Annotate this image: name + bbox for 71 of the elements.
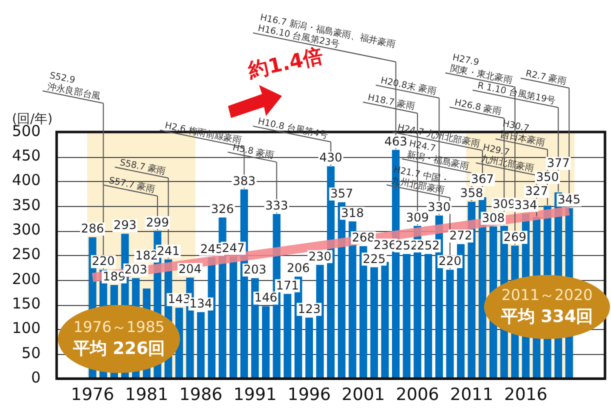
y-tick-label: 0: [31, 368, 41, 386]
text: 約1.4倍: [246, 43, 325, 85]
data-label: 204: [178, 262, 202, 276]
annotation: H10.8 台風第4号: [256, 116, 330, 142]
data-label: 308: [482, 210, 505, 225]
x-tick-label: 2016: [504, 385, 548, 406]
x-tick-label: 1976: [70, 385, 114, 406]
data-label: 299: [146, 215, 169, 230]
data-label: 269: [504, 230, 526, 244]
data-label: 430: [319, 150, 342, 165]
x-tick-label: 1991: [233, 385, 277, 406]
annotation: H5.8 豪雨: [232, 142, 275, 162]
y-tick-label: 150: [12, 294, 41, 313]
data-label: 318: [341, 206, 364, 220]
y-tick-label: 350: [12, 196, 41, 214]
annotation: 2011～2020: [500, 286, 594, 305]
data-label: 225: [362, 252, 386, 266]
data-label: 268: [352, 230, 375, 245]
x-tick-label: 1986: [179, 385, 222, 406]
data-label: 230: [308, 249, 332, 264]
data-label: 252: [416, 238, 440, 252]
annotation: S58.7 豪雨: [118, 157, 167, 178]
data-label: 206: [286, 261, 310, 276]
data-label: 345: [558, 192, 581, 207]
y-tick-label: 200: [12, 270, 41, 288]
y-tick-label: 250: [12, 245, 41, 264]
data-label: 220: [92, 254, 115, 268]
data-label: 286: [81, 222, 104, 236]
data-label: 330: [428, 200, 451, 214]
x-tick-label: 2006: [396, 385, 440, 406]
annotation: H26.8 豪雨: [453, 97, 502, 118]
annotation: 1976～1985: [72, 318, 166, 337]
data-label: 293: [114, 218, 136, 232]
y-tick-label: 300: [12, 220, 41, 239]
x-tick-label: 2011: [450, 385, 494, 406]
data-label: 272: [449, 228, 472, 243]
data-label: 377: [546, 156, 570, 170]
annotation: R2.7 豪雨: [524, 68, 568, 88]
x-tick-label: 1996: [288, 385, 331, 406]
data-label: 220: [438, 254, 462, 268]
data-label: 358: [460, 186, 484, 200]
annotation: 平均 334回: [500, 306, 594, 328]
annotation: H29.7 九州北部豪雨: [480, 143, 535, 174]
data-label: 309: [406, 210, 429, 224]
y-tick-label: 50: [22, 344, 41, 362]
y-tick-label: 400: [12, 171, 41, 190]
data-label: 146: [254, 290, 278, 305]
annotation: S57.7 豪雨: [108, 175, 156, 196]
data-label: 247: [222, 240, 245, 255]
annotation: S52.9 沖永良部台風: [46, 71, 102, 102]
data-label: 327: [525, 184, 548, 198]
data-label: 182: [135, 248, 158, 263]
x-tick-label: 1981: [125, 385, 168, 406]
x-tick-label: 2001: [342, 385, 385, 406]
data-label: 350: [536, 170, 559, 184]
data-label: 463: [384, 134, 408, 148]
data-label: 203: [244, 262, 266, 277]
data-label: 357: [330, 186, 354, 201]
annotation: 平均 226回: [72, 338, 166, 360]
data-label: 241: [156, 244, 180, 258]
data-label: 171: [276, 278, 299, 292]
data-label: 326: [211, 202, 234, 216]
data-label: 334: [514, 198, 538, 212]
data-label: 333: [265, 198, 288, 212]
data-label: 203: [124, 262, 148, 277]
y-tick-label: 450: [12, 146, 41, 165]
data-label: 134: [189, 296, 212, 311]
data-label: 123: [298, 302, 321, 316]
data-label: 383: [232, 174, 256, 188]
data-label: 367: [471, 172, 494, 186]
y-tick-label: 100: [12, 319, 41, 338]
